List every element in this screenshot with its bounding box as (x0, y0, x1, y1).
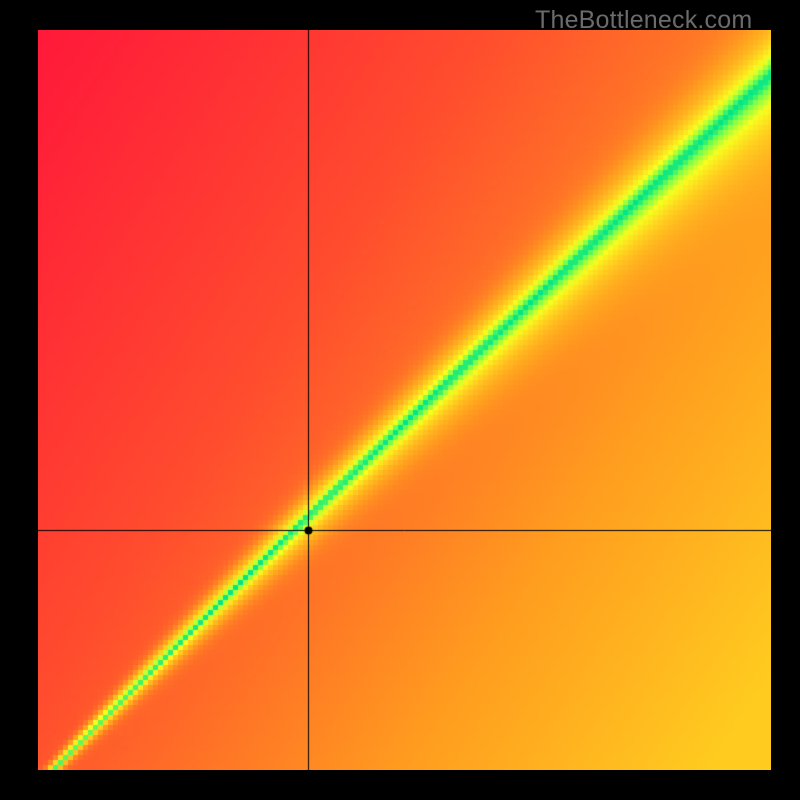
watermark-text: TheBottleneck.com (535, 6, 752, 35)
chart-root: TheBottleneck.com (0, 0, 800, 800)
heatmap-canvas (38, 30, 771, 770)
